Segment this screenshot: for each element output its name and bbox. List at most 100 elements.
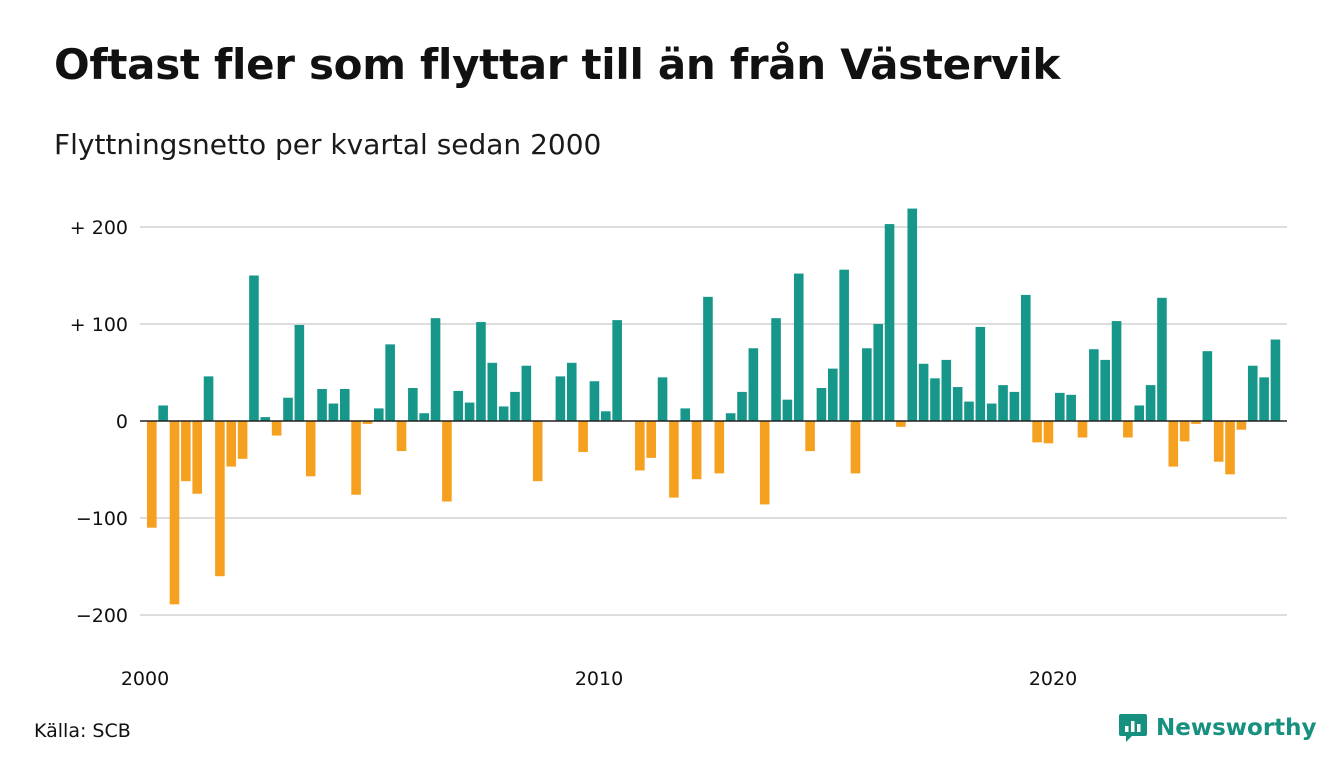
- bar: [873, 324, 883, 421]
- bar: [1247, 365, 1258, 421]
- bar: [635, 421, 645, 471]
- bar: [158, 405, 168, 421]
- bar: [1225, 421, 1235, 475]
- bar: [1134, 405, 1145, 421]
- bar: [521, 365, 532, 421]
- bar: [578, 421, 588, 453]
- bar: [169, 421, 180, 605]
- bar: [498, 406, 509, 421]
- bar: [339, 388, 350, 421]
- bar: [1111, 321, 1122, 421]
- bar: [226, 421, 237, 467]
- bar: [328, 403, 339, 421]
- bar: [952, 387, 963, 421]
- bar: [487, 362, 498, 421]
- bar: [1191, 421, 1201, 424]
- bar: [271, 421, 282, 436]
- y-tick-label: + 200: [70, 217, 128, 239]
- bar: [1236, 421, 1247, 430]
- bar: [147, 421, 157, 528]
- brand-logo: Newsworthy: [1118, 712, 1317, 744]
- bar: [657, 377, 668, 421]
- bar: [748, 348, 759, 421]
- bar: [305, 421, 316, 477]
- bar: [737, 391, 747, 421]
- bar: [430, 318, 441, 421]
- brand-name: Newsworthy: [1156, 715, 1317, 741]
- x-axis-ticks: 2000 2010 2020: [121, 668, 1077, 690]
- bar: [294, 324, 305, 421]
- bar: [1202, 351, 1213, 421]
- bar: [1123, 421, 1133, 438]
- bar: [805, 421, 815, 452]
- bar: [283, 397, 293, 421]
- chart-title: Oftast fler som flyttar till än från Väs…: [54, 40, 1061, 89]
- bar: [1055, 392, 1065, 421]
- y-tick-label: −200: [76, 605, 128, 627]
- chart-subtitle: Flyttningsnetto per kvartal sedan 2000: [54, 128, 602, 161]
- bar: [442, 421, 452, 502]
- bar: [1168, 421, 1179, 467]
- bar: [419, 413, 429, 421]
- bar: [1179, 421, 1190, 442]
- bar: [532, 421, 543, 482]
- bar: [725, 413, 736, 421]
- bar: [1009, 391, 1020, 421]
- bar: [839, 269, 849, 421]
- bar: [374, 408, 384, 421]
- bar: [215, 421, 225, 577]
- bar: [453, 390, 464, 421]
- bar: [816, 388, 827, 421]
- bar: [408, 388, 418, 421]
- x-tick-label: 2010: [575, 668, 623, 690]
- bar: [793, 273, 804, 421]
- bar: [464, 402, 475, 421]
- bar: [703, 296, 713, 421]
- bar: [566, 362, 577, 421]
- bar: [850, 421, 861, 474]
- bar: [1100, 359, 1110, 421]
- bar: [237, 421, 248, 459]
- bar: [260, 417, 271, 421]
- bar: [1213, 421, 1224, 462]
- y-tick-label: −100: [76, 508, 128, 530]
- bar: [782, 399, 793, 421]
- bar: [203, 376, 214, 421]
- bar: [1157, 297, 1167, 421]
- y-tick-label: + 100: [70, 314, 128, 336]
- bar: [1077, 421, 1088, 438]
- bars: [147, 208, 1281, 605]
- bar: [1032, 421, 1042, 443]
- bar: [964, 401, 974, 421]
- bar: [317, 388, 327, 421]
- bar: [1043, 421, 1054, 444]
- bar: [1020, 294, 1031, 421]
- bar: [1066, 394, 1076, 421]
- bar: [396, 421, 407, 452]
- bar: [555, 376, 566, 421]
- bar: [714, 421, 725, 474]
- bar: [181, 421, 191, 482]
- bar: [646, 421, 656, 458]
- bar: [771, 318, 781, 421]
- bar: [975, 326, 986, 421]
- bar: [385, 344, 395, 421]
- bar: [1089, 349, 1099, 421]
- bar: [896, 421, 906, 427]
- bar: [669, 421, 679, 498]
- bar: [759, 421, 770, 505]
- y-axis-ticks: + 200 + 100 0 −100 −200: [70, 217, 128, 627]
- bar: [884, 224, 895, 421]
- bar: [351, 421, 361, 495]
- y-tick-label: 0: [116, 411, 128, 433]
- bar: [510, 391, 520, 421]
- bar: [589, 381, 600, 421]
- bar: [907, 208, 918, 421]
- bar: [249, 275, 259, 421]
- bar: [691, 421, 702, 480]
- bar-chart: + 200 + 100 0 −100 −200 2000 2010 2020: [70, 208, 1287, 690]
- newsworthy-logo-icon: [1119, 714, 1147, 742]
- x-tick-label: 2020: [1029, 668, 1077, 690]
- bar: [1259, 377, 1269, 421]
- bar: [1270, 339, 1281, 421]
